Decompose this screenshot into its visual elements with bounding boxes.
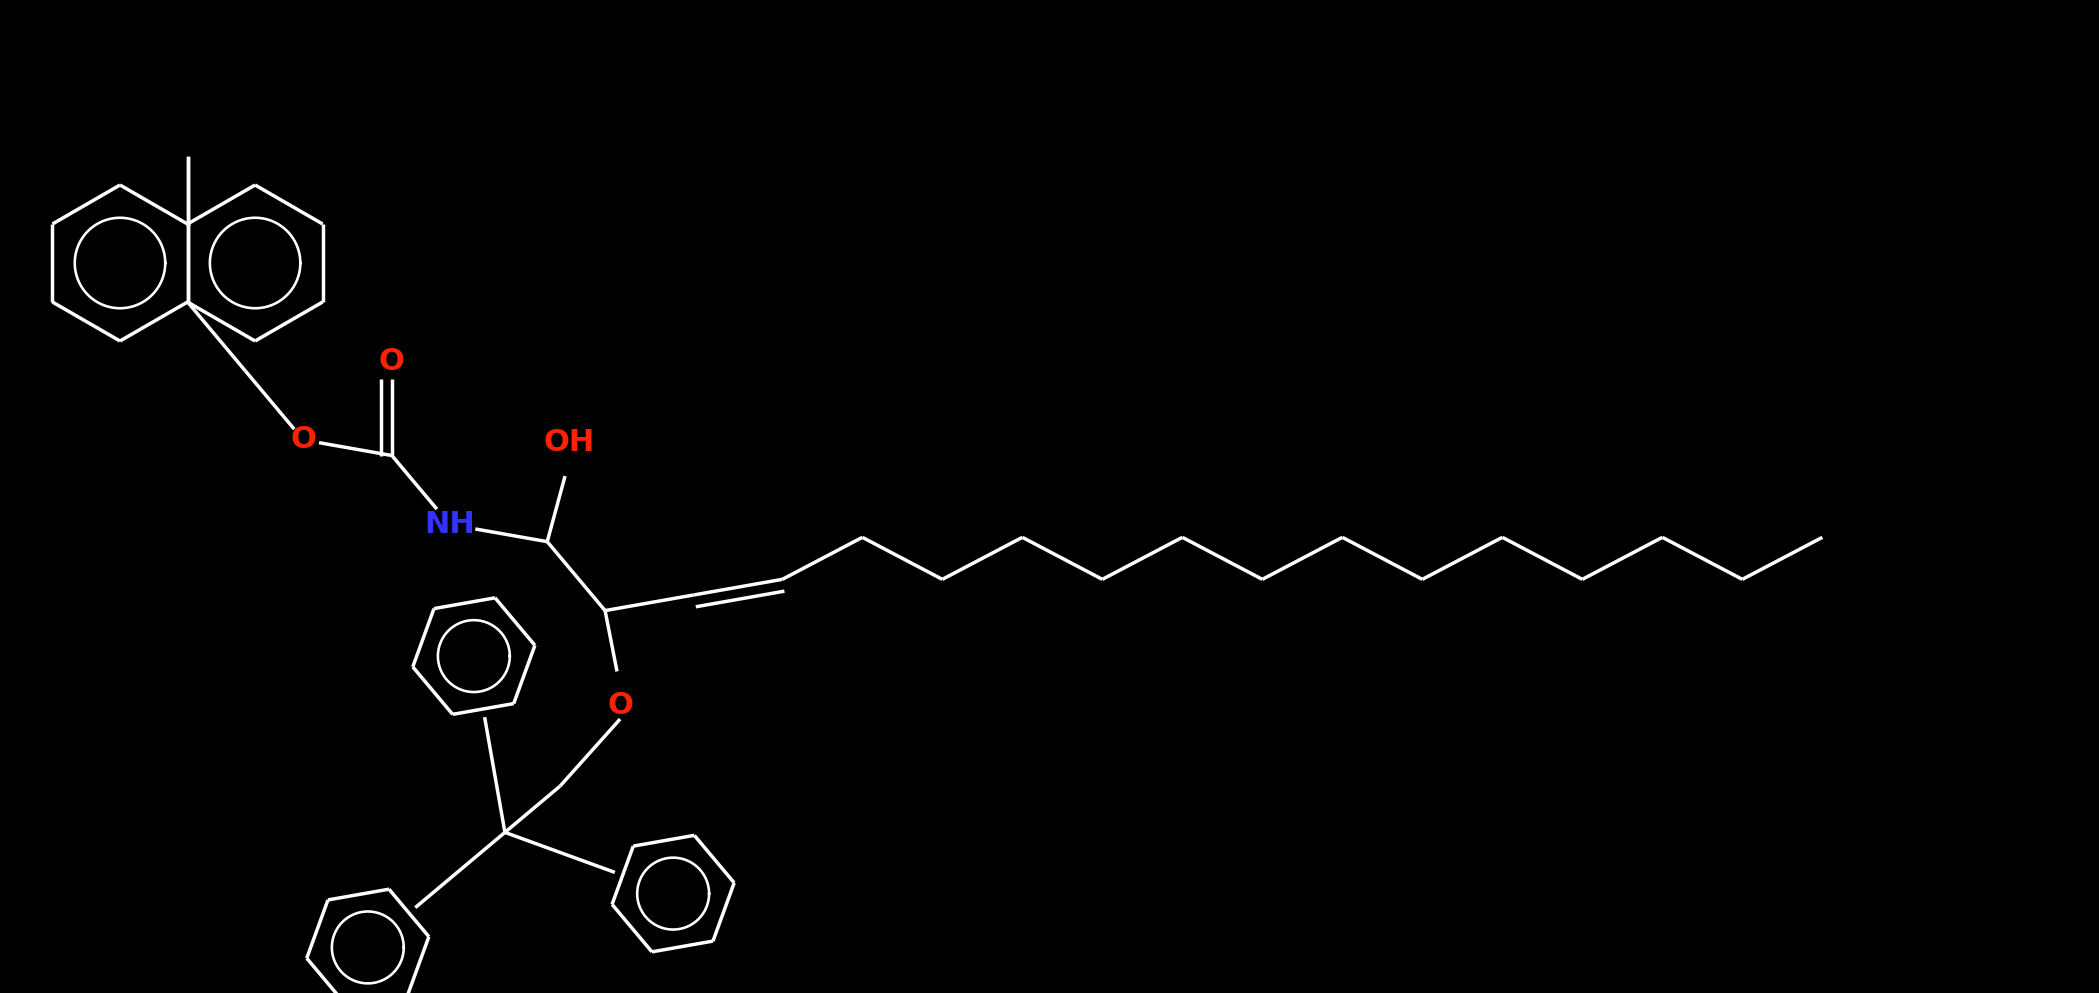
Text: NH: NH bbox=[424, 510, 474, 539]
Text: OH: OH bbox=[544, 428, 594, 457]
Text: O: O bbox=[380, 347, 405, 375]
Text: O: O bbox=[607, 690, 634, 720]
Text: O: O bbox=[290, 425, 317, 455]
